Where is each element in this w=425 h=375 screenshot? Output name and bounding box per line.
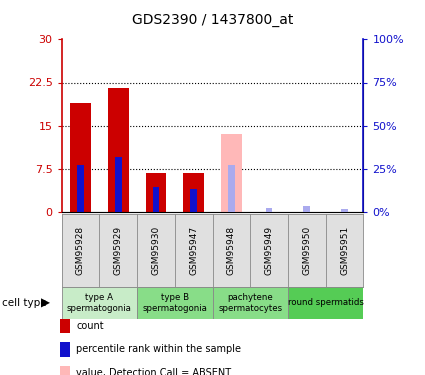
Text: round spermatids: round spermatids: [288, 298, 364, 307]
Text: GSM95930: GSM95930: [151, 226, 160, 275]
Bar: [303, 206, 310, 212]
Bar: [212, 287, 288, 319]
Bar: [108, 88, 129, 212]
Text: cell type: cell type: [2, 298, 47, 308]
Bar: [266, 208, 272, 212]
Bar: [137, 287, 212, 319]
Bar: [153, 187, 159, 212]
Text: pachytene
spermatocytes: pachytene spermatocytes: [218, 293, 282, 312]
Bar: [190, 189, 197, 212]
Bar: [183, 173, 204, 212]
Text: GSM95929: GSM95929: [114, 226, 123, 275]
Text: ▶: ▶: [41, 296, 51, 309]
Text: value, Detection Call = ABSENT: value, Detection Call = ABSENT: [76, 368, 232, 375]
Bar: [115, 157, 122, 212]
Text: count: count: [76, 321, 104, 331]
Bar: [288, 287, 363, 319]
Text: GSM95950: GSM95950: [302, 226, 311, 275]
Text: GSM95947: GSM95947: [189, 226, 198, 275]
Bar: [70, 103, 91, 212]
Text: GSM95951: GSM95951: [340, 226, 349, 275]
Bar: [145, 173, 166, 212]
Text: GSM95949: GSM95949: [265, 226, 274, 275]
Text: GSM95928: GSM95928: [76, 226, 85, 275]
Bar: [341, 209, 348, 212]
Text: type A
spermatogonia: type A spermatogonia: [67, 293, 132, 312]
Text: type B
spermatogonia: type B spermatogonia: [142, 293, 207, 312]
Bar: [77, 165, 84, 212]
Text: percentile rank within the sample: percentile rank within the sample: [76, 345, 241, 354]
Text: GSM95948: GSM95948: [227, 226, 236, 275]
Bar: [228, 165, 235, 212]
Text: GDS2390 / 1437800_at: GDS2390 / 1437800_at: [132, 13, 293, 27]
Bar: [221, 134, 242, 212]
Bar: [62, 287, 137, 319]
